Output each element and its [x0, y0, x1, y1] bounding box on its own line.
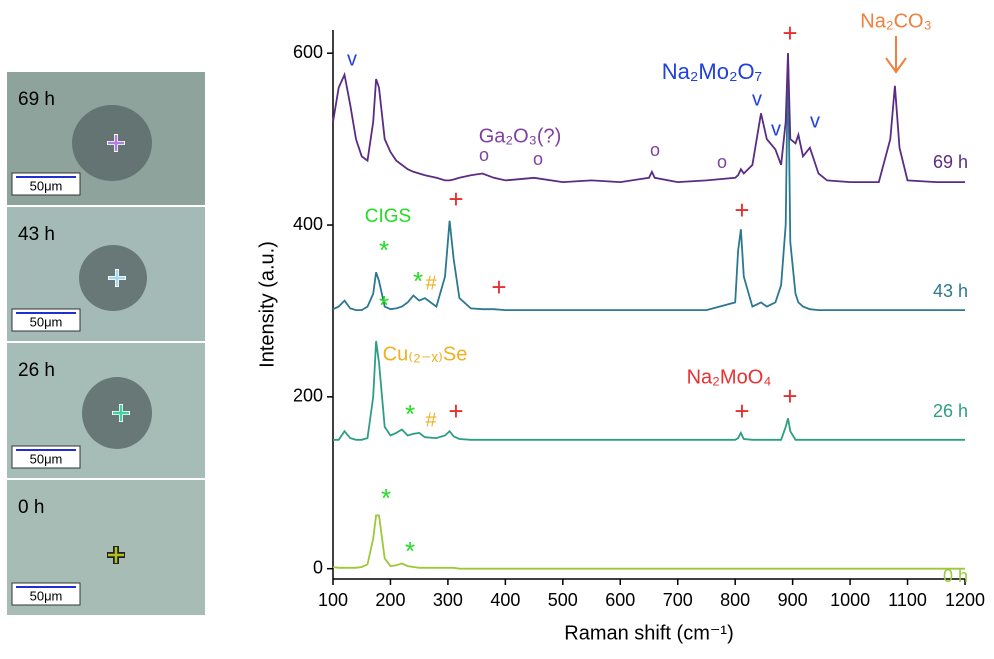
scale-label: 50μm [30, 314, 63, 329]
x-tick-label: 300 [433, 590, 463, 610]
peak-assignment: Ga₂O₃(?) [479, 125, 562, 147]
series-label: 0 h [943, 566, 968, 586]
scale-label: 50μm [30, 178, 63, 193]
x-tick-label: 1000 [830, 590, 870, 610]
x-tick-label: 800 [720, 590, 750, 610]
peak-marker: * [405, 536, 415, 566]
crosshair [108, 135, 124, 151]
y-tick-label: 0 [313, 557, 323, 577]
peak-marker: o [650, 140, 660, 160]
y-tick-label: 400 [293, 214, 323, 234]
spectrum [333, 340, 965, 441]
peak-marker: v [771, 118, 781, 140]
peak-assignment: Na₂CO₃ [860, 10, 931, 32]
x-tick-label: 900 [778, 590, 808, 610]
x-tick-label: 1100 [888, 590, 927, 610]
scale-box [11, 582, 81, 606]
peak-assignment: CIGS [365, 206, 411, 227]
peak-marker: * [379, 235, 389, 265]
peak-assignment: Na₂MoO₄ [687, 366, 772, 388]
x-tick-label: 600 [605, 590, 635, 610]
peak-marker: v [810, 110, 820, 132]
y-tick-label: 200 [293, 386, 323, 406]
peak-marker: * [379, 290, 389, 320]
panel-label: 69 h [18, 89, 55, 110]
peak-marker: + [782, 18, 797, 48]
y-axis-label: Intensity (a.u.) [256, 241, 278, 368]
spectrum [332, 53, 965, 184]
x-axis-label: Raman shift (cm⁻¹) [564, 622, 733, 644]
peak-marker: + [448, 184, 463, 214]
peak-marker: o [717, 152, 727, 172]
scale-box [11, 445, 81, 469]
series-label: 43 h [933, 281, 968, 301]
peak-marker: v [347, 48, 357, 70]
scale-box [11, 172, 81, 196]
series-label: 26 h [933, 401, 968, 421]
scale-box [11, 308, 81, 332]
scale-label: 50μm [30, 588, 63, 603]
spectrum [332, 53, 965, 311]
peak-marker: # [425, 272, 437, 294]
x-tick-label: 1200 [945, 590, 985, 610]
series-label: 69 h [933, 152, 968, 172]
peak-marker: + [734, 195, 749, 225]
spectrum [332, 514, 965, 570]
panel-label: 43 h [18, 224, 55, 245]
panel-label: 26 h [18, 360, 55, 381]
x-tick-label: 700 [663, 590, 693, 610]
x-tick-label: 500 [548, 590, 578, 610]
peak-marker: * [413, 266, 423, 296]
crosshair [109, 270, 125, 286]
peak-marker: v [752, 88, 762, 110]
panel-label: 0 h [18, 497, 44, 518]
peak-marker: + [734, 396, 749, 426]
x-tick-label: 400 [490, 590, 520, 610]
peak-marker: o [533, 149, 543, 169]
scale-label: 50μm [30, 451, 63, 466]
x-tick-label: 200 [375, 590, 405, 610]
arrow [885, 36, 907, 74]
peak-marker: + [491, 272, 506, 302]
crosshair [108, 547, 124, 563]
peak-marker: + [782, 381, 797, 411]
peak-marker: * [405, 399, 415, 429]
crosshair [113, 405, 129, 421]
y-tick-label: 600 [293, 42, 323, 62]
peak-marker: + [448, 396, 463, 426]
peak-marker: # [425, 409, 437, 431]
peak-marker: o [479, 145, 489, 165]
peak-assignment: Cu₍₂₋ₓ₎Se [383, 343, 468, 365]
peak-marker: * [381, 483, 391, 513]
x-tick-label: 100 [318, 590, 348, 610]
peak-assignment: Na₂Mo₂O₇ [662, 59, 762, 84]
